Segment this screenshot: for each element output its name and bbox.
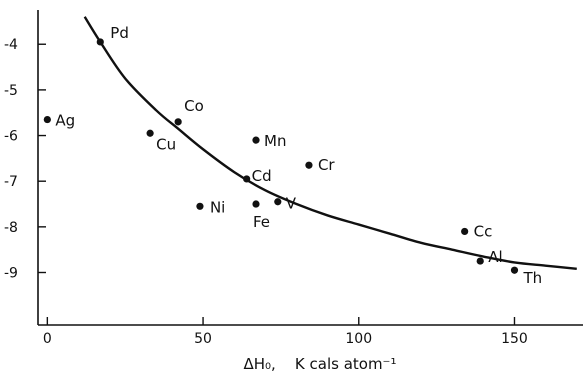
data-point-mn [252, 136, 260, 144]
point-label-ag: Ag [55, 112, 75, 130]
y-tick-label: -6 [4, 129, 18, 145]
data-point-cu [146, 129, 154, 137]
data-points: Pd Ag Co Cu Mn Cr Cd Ni Fe V Cc Al Th [43, 24, 542, 287]
data-point-co [174, 118, 182, 126]
point-label-cd: Cd [252, 167, 272, 185]
point-label-ni: Ni [210, 198, 225, 216]
y-tick-label: -8 [4, 220, 18, 236]
point-label-pd: Pd [110, 24, 129, 42]
x-tick-label: 50 [194, 331, 212, 347]
point-label-al: Al [488, 248, 502, 266]
point-label-cr: Cr [318, 156, 335, 174]
x-tick-label: 0 [43, 331, 52, 347]
x-tick-label: 150 [501, 331, 528, 347]
point-label-mn: Mn [264, 132, 286, 150]
point-label-th: Th [522, 269, 542, 287]
data-point-pd [96, 38, 104, 46]
y-tick-label: -5 [4, 83, 18, 99]
data-point-cd [243, 175, 251, 183]
point-label-co: Co [184, 97, 204, 115]
y-tick-label: -7 [4, 174, 18, 190]
x-axis-label: ΔH₀, K cals atom⁻¹ [244, 355, 397, 373]
data-point-fe [252, 200, 260, 208]
x-tick-label: 100 [345, 331, 372, 347]
point-label-cu: Cu [156, 135, 176, 153]
data-point-cr [305, 161, 313, 169]
point-label-v: V [286, 195, 297, 213]
y-tick-label: -9 [4, 266, 18, 282]
data-point-al [476, 257, 484, 265]
point-label-cc: Cc [474, 222, 493, 240]
x-ticks: 0 50 100 150 [43, 317, 528, 347]
data-point-ag [43, 115, 51, 124]
data-point-cc [461, 227, 469, 236]
data-point-ni [196, 202, 204, 210]
fit-curve [83, 16, 577, 271]
y-ticks: -4 -5 -6 -7 -8 -9 [4, 37, 46, 282]
data-point-th [510, 266, 519, 274]
data-point-v [274, 198, 282, 206]
y-tick-label: -4 [4, 37, 18, 53]
point-label-fe: Fe [253, 213, 270, 231]
